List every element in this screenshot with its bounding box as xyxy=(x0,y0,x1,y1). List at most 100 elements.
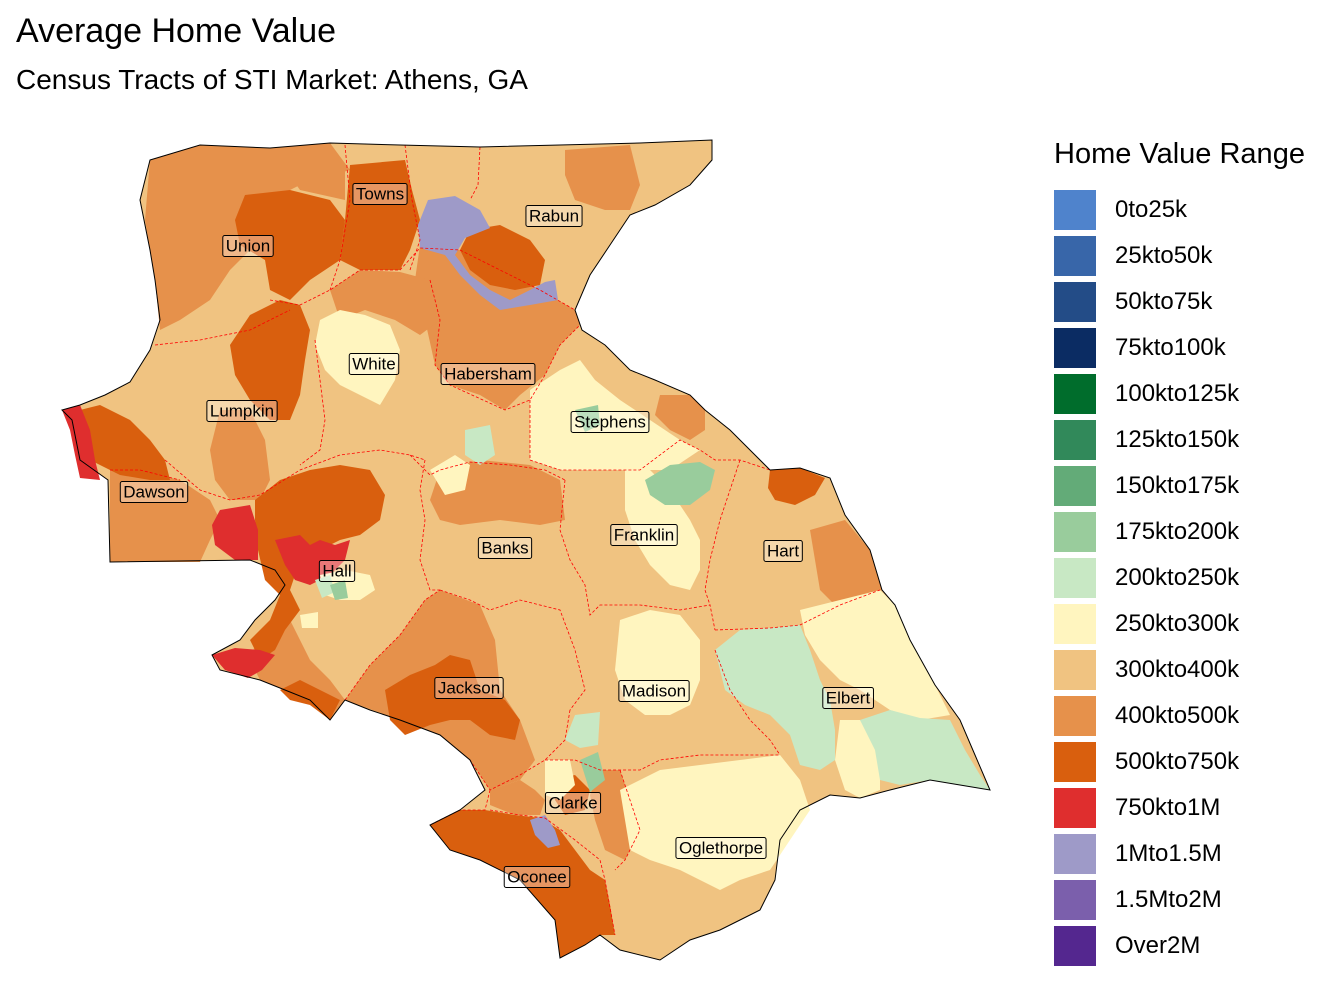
county-name: Elbert xyxy=(826,689,871,708)
map-subtitle: Census Tracts of STI Market: Athens, GA xyxy=(16,64,528,95)
county-name: Oconee xyxy=(507,868,567,887)
county-label-dawson: Dawson xyxy=(119,481,189,503)
tract-orange xyxy=(110,470,220,562)
county-label-box xyxy=(119,481,189,503)
tract-dark-orange xyxy=(80,405,170,480)
county-label-madison: Madison xyxy=(618,680,690,702)
tract-green xyxy=(645,462,715,505)
county-label-towns: Towns xyxy=(352,183,408,205)
tract-light-yellow xyxy=(530,360,700,470)
tract-lavender xyxy=(530,815,560,848)
county-label-box xyxy=(434,677,504,699)
tract-dark-orange xyxy=(250,465,385,660)
tract-orange xyxy=(810,520,882,605)
legend-swatch xyxy=(1054,190,1096,230)
legend-swatch xyxy=(1054,328,1096,368)
legend-item: 175kto200k xyxy=(1054,509,1305,555)
tract-orange xyxy=(655,395,705,440)
legend-item: 125kto150k xyxy=(1054,417,1305,463)
legend-swatch xyxy=(1054,604,1096,644)
tract-pale-green xyxy=(860,710,990,790)
tract-dark-orange xyxy=(460,225,545,290)
tract-dark-orange xyxy=(430,810,615,958)
county-name: Dawson xyxy=(123,483,184,502)
legend-swatch xyxy=(1054,834,1096,874)
legend-label: 25kto50k xyxy=(1115,242,1213,269)
county-label-hart: Hart xyxy=(763,540,803,562)
legend-item: 750kto1M xyxy=(1054,785,1305,831)
tract-orange xyxy=(330,270,440,335)
county-label-habersham: Habersham xyxy=(440,363,536,385)
map-outline xyxy=(61,139,991,961)
legend-items: 0to25k 25kto50k 50kto75k 75kto100k 100kto125… xyxy=(1054,187,1305,969)
legend-item: 400kto500k xyxy=(1054,693,1305,739)
legend-swatch xyxy=(1054,650,1096,690)
legend-label: 750kto1M xyxy=(1115,794,1221,821)
county-label-banks: Banks xyxy=(477,537,533,559)
county-name: Stephens xyxy=(574,413,646,432)
tract-orange xyxy=(210,410,270,500)
county-name: Union xyxy=(226,237,270,256)
tract-orange xyxy=(415,245,580,410)
tract-light-yellow xyxy=(300,612,318,628)
legend-item: 25kto50k xyxy=(1054,233,1305,279)
county-label-franklin: Franklin xyxy=(610,524,678,546)
legend-label: 300kto400k xyxy=(1115,656,1240,683)
county-label-box xyxy=(440,363,536,385)
county-borders xyxy=(110,144,881,936)
county-name: Rabun xyxy=(529,207,579,226)
county-label-elbert: Elbert xyxy=(822,687,874,709)
legend-label: 100kto125k xyxy=(1115,380,1240,407)
legend-item: 500kto750k xyxy=(1054,739,1305,785)
county-label-union: Union xyxy=(222,235,274,257)
legend-item: Over2M xyxy=(1054,923,1305,969)
map-title: Average Home Value xyxy=(16,12,337,50)
tract-green xyxy=(330,580,348,600)
county-label-box xyxy=(610,524,678,546)
tract-dark-orange xyxy=(768,468,825,505)
county-name: Franklin xyxy=(614,526,674,545)
county-label-box xyxy=(318,560,356,582)
legend-label: 50kto75k xyxy=(1115,288,1213,315)
legend-label: 250kto300k xyxy=(1115,610,1240,637)
legend-item: 300kto400k xyxy=(1054,647,1305,693)
county-label-jackson: Jackson xyxy=(434,677,504,699)
legend-label: 500kto750k xyxy=(1115,748,1240,775)
tract-dark-orange xyxy=(385,655,520,740)
tract-light-yellow xyxy=(545,760,575,800)
legend-swatch xyxy=(1054,374,1096,414)
tract-light-yellow xyxy=(835,720,880,798)
county-label-box xyxy=(675,837,767,859)
legend-title: Home Value Range xyxy=(1054,138,1305,170)
county-name: White xyxy=(352,355,395,374)
county-label-box xyxy=(822,687,874,709)
legend-label: 125kto150k xyxy=(1115,426,1240,453)
legend-swatch xyxy=(1054,742,1096,782)
county-label-box xyxy=(618,680,690,702)
legend-label: 175kto200k xyxy=(1115,518,1240,545)
legend-item: 200kto250k xyxy=(1054,555,1305,601)
county-label-box xyxy=(222,235,274,257)
legend-item: 75kto100k xyxy=(1054,325,1305,371)
county-label-white: White xyxy=(348,353,400,375)
county-name: Jackson xyxy=(438,679,500,698)
county-label-rabun: Rabun xyxy=(525,205,583,227)
county-name: Habersham xyxy=(444,365,532,384)
legend-label: 75kto100k xyxy=(1115,334,1226,361)
tract-red xyxy=(62,405,100,480)
county-label-box xyxy=(348,353,400,375)
county-label-box xyxy=(503,866,571,888)
county-label-hall: Hall xyxy=(318,560,356,582)
tract-orange xyxy=(565,145,640,210)
legend-label: 1.5Mto2M xyxy=(1115,886,1222,913)
county-label-box xyxy=(525,205,583,227)
legend-swatch xyxy=(1054,466,1096,506)
legend: Home Value Range 0to25k 25kto50k 50kto75k 7… xyxy=(1054,138,1305,969)
tract-pale-green xyxy=(465,425,495,465)
legend-label: 1Mto1.5M xyxy=(1115,840,1222,867)
legend-swatch xyxy=(1054,236,1096,276)
tract-pale-green xyxy=(715,625,835,770)
legend-swatch xyxy=(1054,696,1096,736)
tract-orange xyxy=(490,780,545,815)
